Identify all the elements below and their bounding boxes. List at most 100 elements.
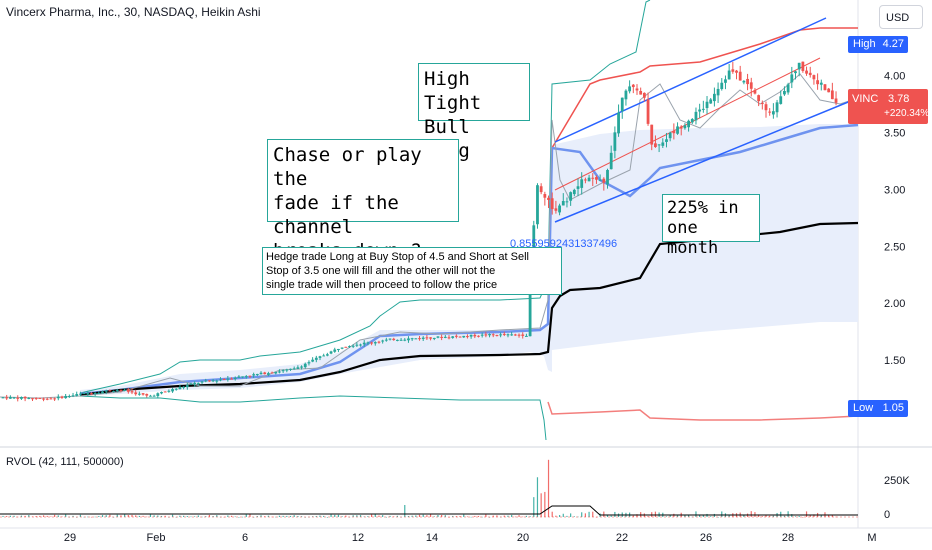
volume-bar [606,514,609,517]
volume-bar [415,515,417,517]
volume-bar [216,515,218,517]
candle-body [587,177,591,182]
volume-bar [190,516,192,518]
volume-bar [241,516,244,518]
volume-bar [614,511,616,517]
high-value: 4.27 [882,38,904,50]
candle-body [668,132,672,139]
price-tick-label: 3.00 [884,184,905,196]
price-tick-label: 4.00 [884,71,905,83]
low-label: Low [853,402,874,414]
candle-body [657,144,661,146]
candle-body [300,366,303,368]
time-tick-label: 22 [616,532,628,544]
symbol-legend[interactable]: Vincerx Pharma, Inc., 30, NASDAQ, Heikin… [6,5,261,19]
candle-body [561,201,565,206]
candle-body [576,186,580,189]
volume-bar [540,493,542,517]
gain-note[interactable]: 225% in one month [662,194,760,258]
volume-bar [562,513,564,517]
candle-body [768,111,772,113]
bull-flag-note[interactable]: High Tight Bull Flag [418,63,530,162]
candle-body [731,69,735,72]
candle-body [628,86,632,92]
volume-bar [787,511,789,517]
candle-body [196,382,200,384]
candle-body [93,392,97,394]
candle-body [86,393,90,395]
volume-bar [127,515,129,517]
candle-body [672,131,676,134]
candle-body [149,395,152,397]
volume-bar [636,514,638,517]
candle-body [429,337,432,339]
volume-bar [2,515,4,517]
volume-bar [94,516,96,518]
volume-bar [382,515,384,517]
volume-bar [610,515,612,517]
candle-body [34,397,38,399]
candle-body [145,393,149,396]
volume-bar [588,511,590,517]
rvol-legend[interactable]: RVOL (42, 111, 500000) [6,456,124,468]
envelope-upper [79,0,651,394]
volume-bar [13,515,15,517]
volume-bar [234,516,236,518]
currency-button[interactable]: USD [879,5,923,29]
candle-body [554,208,558,211]
volume-bar [798,515,800,517]
candle-body [591,177,595,179]
candle-body [808,72,812,76]
volume-bar [160,515,163,517]
candle-body [42,398,45,400]
hedge-trade-note[interactable]: Hedge trade Long at Buy Stop of 4.5 and … [262,247,562,295]
candle-body [82,392,86,395]
candle-body [642,92,646,98]
candle-body [71,395,75,397]
volume-bar [761,516,763,517]
channel-upper [554,17,827,143]
volume-bar [570,513,572,517]
candle-body [786,84,790,93]
volume-bar [28,515,30,517]
candle-body [244,376,248,378]
candle-body [418,338,421,340]
candle-body [156,393,160,397]
volume-bar [525,515,528,517]
candle-body [757,95,761,102]
candle-body [580,179,584,188]
candle-body [31,398,34,400]
low-price-badge: Low 1.05 [848,400,908,417]
volume-bar [282,515,284,517]
volume-bar [289,515,292,517]
candle-body [178,387,182,390]
volume-bar [699,515,701,517]
candle-body [381,340,385,342]
candle-body [97,392,101,394]
candle-body [753,90,757,94]
candle-body [241,376,244,378]
volume-bar [518,515,520,517]
volume-bar [676,515,679,517]
candle-body [5,397,9,399]
volume-bar [581,512,583,517]
candle-body [370,342,373,344]
upper-band [551,27,858,149]
volume-bar [728,514,730,517]
candle-body [351,345,355,347]
candle-body [134,392,138,395]
candle-body [536,185,539,225]
candle-body [694,111,698,121]
candle-body [543,194,547,198]
candle-body [735,70,738,73]
candle-body [779,96,783,104]
candle-body [613,132,617,151]
volume-bar [592,511,594,517]
candle-body [38,397,42,399]
candle-body [421,337,425,339]
candle-body [362,342,366,345]
chase-fade-note[interactable]: Chase or play the fade if the channel br… [267,139,459,262]
candle-body [79,393,82,395]
volume-bar [418,514,421,517]
candle-body [255,373,259,375]
